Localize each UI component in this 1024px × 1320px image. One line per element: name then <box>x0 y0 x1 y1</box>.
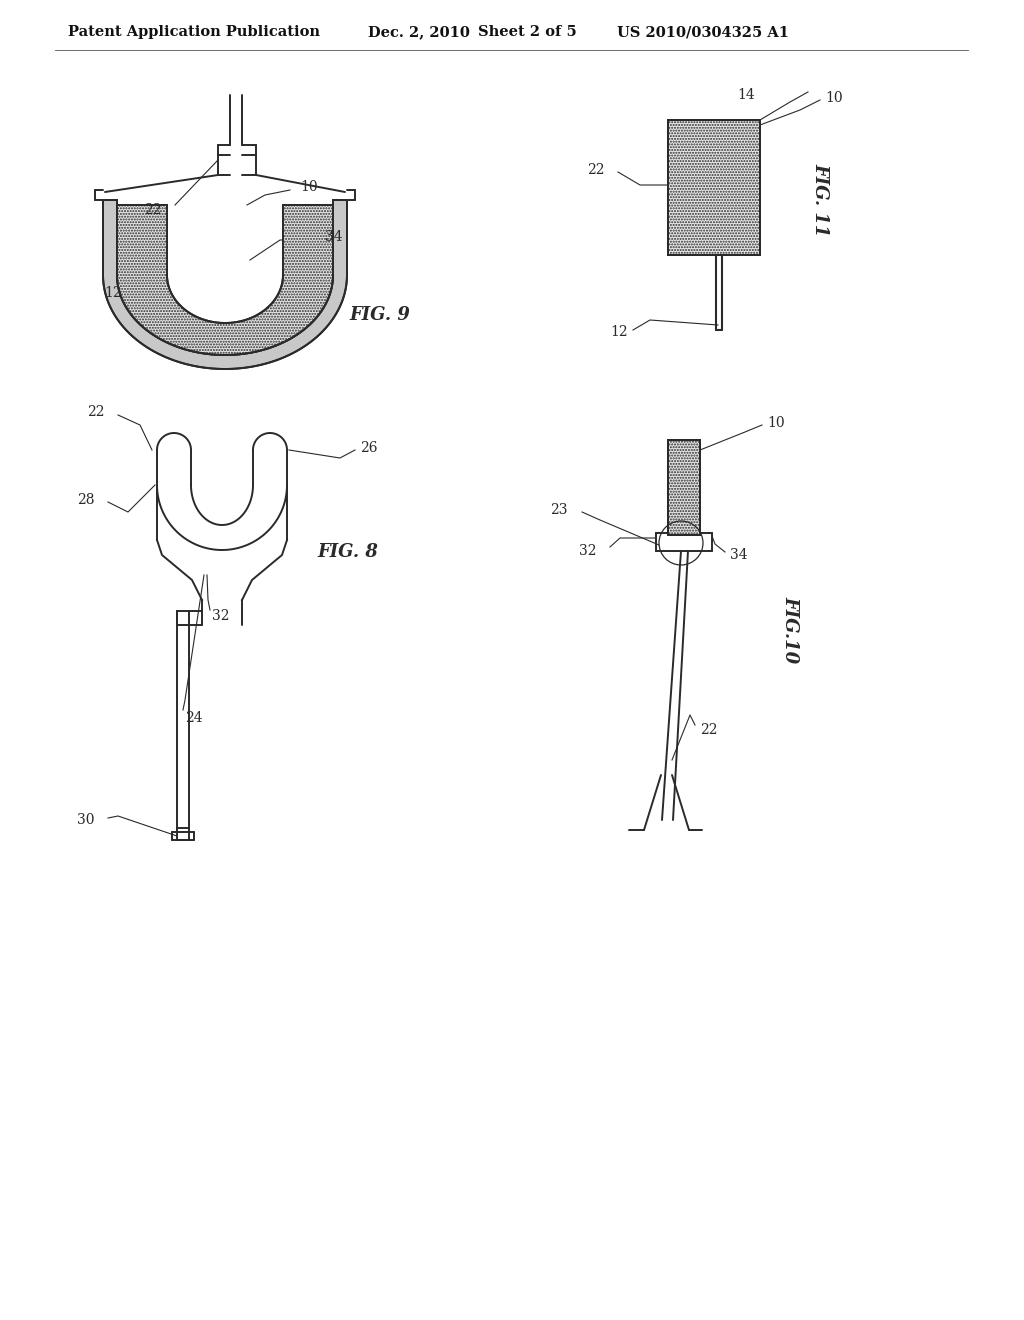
Text: FIG. 9: FIG. 9 <box>349 306 411 323</box>
Text: Dec. 2, 2010: Dec. 2, 2010 <box>368 25 470 40</box>
Text: FIG.10: FIG.10 <box>781 597 799 664</box>
Text: 26: 26 <box>360 441 378 455</box>
Text: 10: 10 <box>825 91 843 106</box>
Bar <box>668 120 760 255</box>
Text: 10: 10 <box>767 416 784 430</box>
Text: 22: 22 <box>700 723 718 737</box>
Text: 24: 24 <box>185 711 203 725</box>
Text: 14: 14 <box>737 88 755 102</box>
Text: 22: 22 <box>588 162 605 177</box>
Text: FIG. 8: FIG. 8 <box>317 543 379 561</box>
Text: FIG. 11: FIG. 11 <box>811 164 829 236</box>
Text: 28: 28 <box>78 492 95 507</box>
Text: 34: 34 <box>325 230 343 244</box>
Bar <box>668 440 700 535</box>
Bar <box>668 120 760 255</box>
Text: 30: 30 <box>78 813 95 828</box>
Text: 12: 12 <box>610 325 628 339</box>
Text: Patent Application Publication: Patent Application Publication <box>68 25 319 40</box>
Text: 32: 32 <box>579 544 596 558</box>
Polygon shape <box>117 205 333 355</box>
Polygon shape <box>103 201 347 370</box>
Text: 23: 23 <box>551 503 568 517</box>
Text: 32: 32 <box>212 609 229 623</box>
Text: US 2010/0304325 A1: US 2010/0304325 A1 <box>617 25 790 40</box>
Text: 10: 10 <box>300 180 317 194</box>
Text: 22: 22 <box>144 203 162 216</box>
Text: 12: 12 <box>104 286 122 300</box>
Text: Sheet 2 of 5: Sheet 2 of 5 <box>478 25 577 40</box>
Text: 22: 22 <box>87 405 105 418</box>
Text: 34: 34 <box>730 548 748 562</box>
Bar <box>668 440 700 535</box>
